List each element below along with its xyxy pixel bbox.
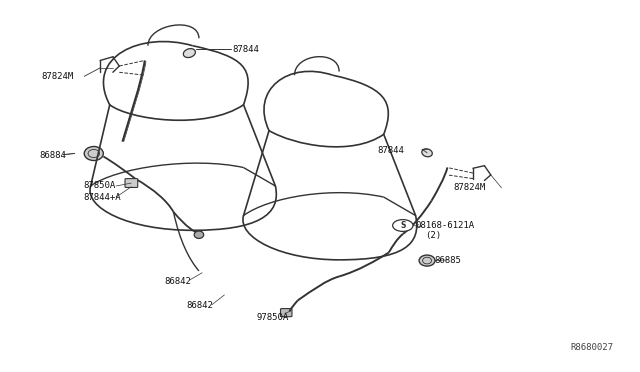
Circle shape [393,219,413,231]
Text: 87844: 87844 [378,147,404,155]
Text: (2): (2) [425,231,441,240]
Ellipse shape [194,231,204,238]
Ellipse shape [422,149,432,157]
Text: 87844+A: 87844+A [83,193,120,202]
Text: 08168-6121A: 08168-6121A [415,221,475,230]
Ellipse shape [183,49,195,58]
FancyBboxPatch shape [125,179,138,187]
Text: 97850A: 97850A [256,313,289,322]
Ellipse shape [84,147,103,161]
Text: R8680027: R8680027 [570,343,613,352]
Text: 87844: 87844 [233,45,260,54]
Text: S: S [400,221,406,230]
Ellipse shape [419,255,435,266]
Text: 87824M: 87824M [454,183,486,192]
Text: 87824M: 87824M [42,72,74,81]
Text: 86842: 86842 [164,277,191,286]
Text: 86884: 86884 [40,151,67,160]
FancyBboxPatch shape [280,309,292,317]
Text: 87850A: 87850A [83,182,115,190]
Text: 86885: 86885 [435,256,461,265]
Text: 86842: 86842 [186,301,213,311]
